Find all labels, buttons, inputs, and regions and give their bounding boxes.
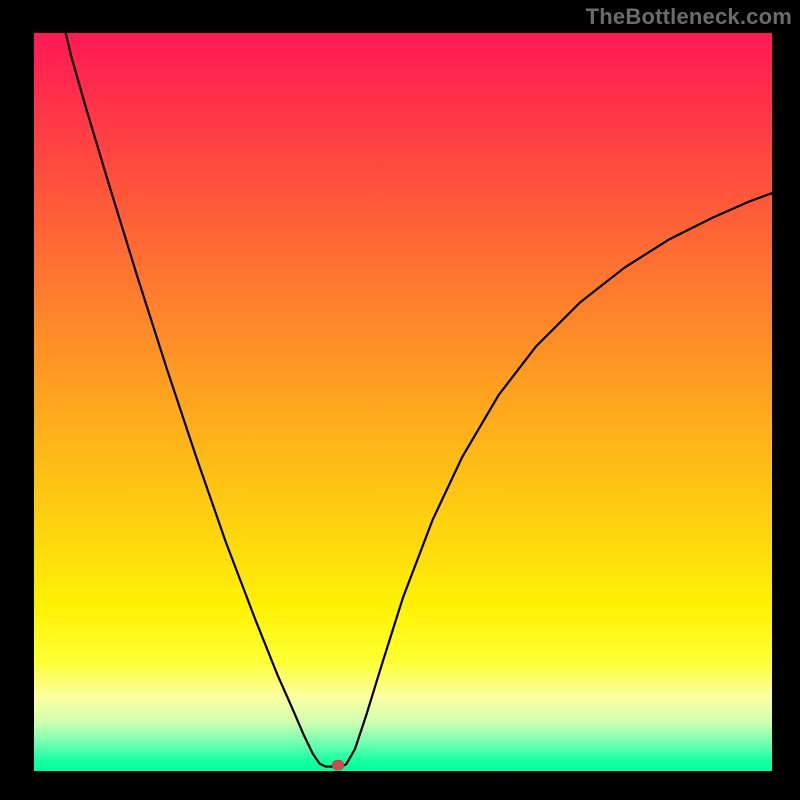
chart-container: TheBottleneck.com: [0, 0, 800, 800]
optimal-point-marker: [332, 760, 344, 770]
chart-svg: [34, 33, 772, 771]
plot-background: [34, 33, 772, 771]
watermark-text: TheBottleneck.com: [586, 4, 792, 30]
plot-area: [34, 33, 772, 771]
